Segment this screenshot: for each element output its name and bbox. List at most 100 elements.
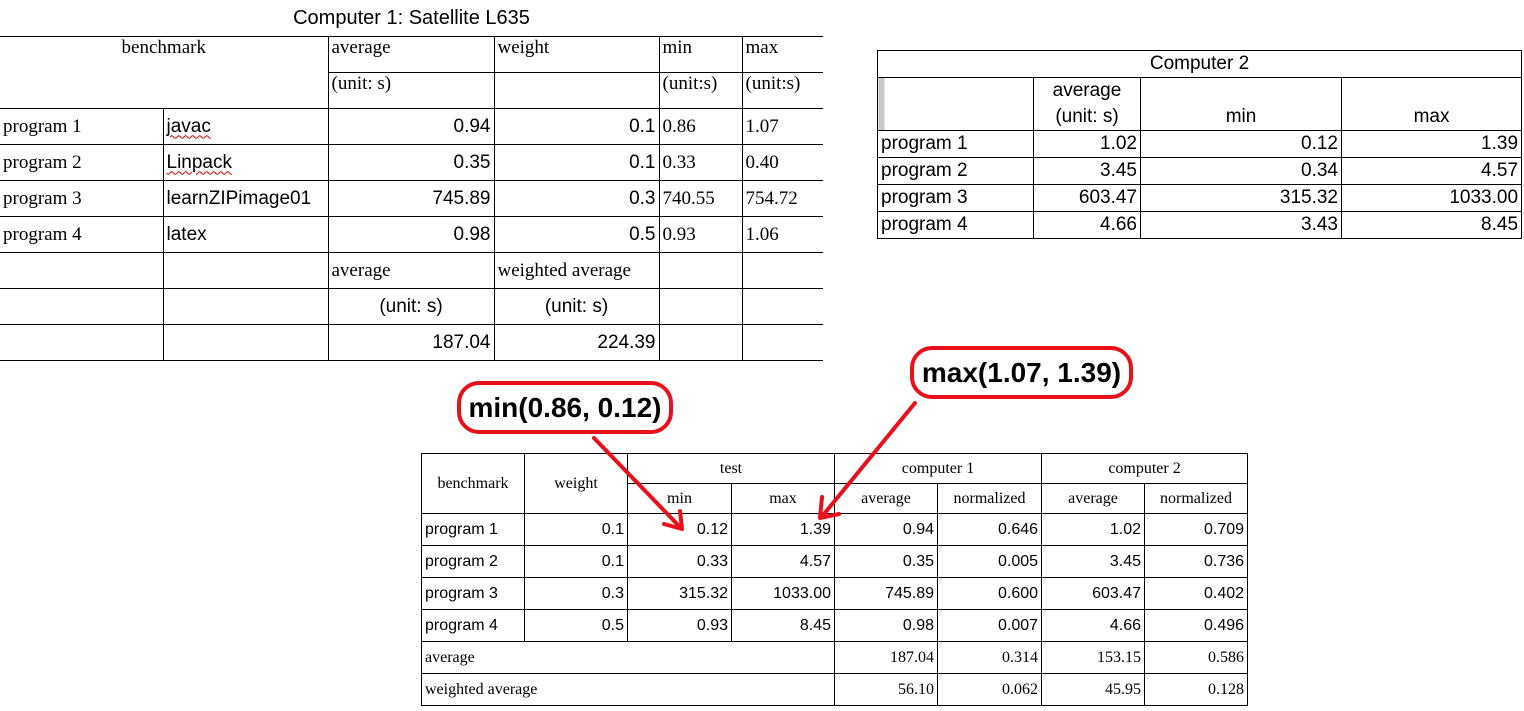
c3-header-c1-average: average [834, 483, 938, 514]
c3-average-c1-average: 187.04 [834, 641, 938, 674]
c1-min: 0.93 [658, 216, 743, 253]
c3-weight: 0.5 [524, 609, 628, 642]
min-callout: min(0.86, 0.12) [457, 381, 673, 434]
c1-header-max-unit: (unit:s) [741, 72, 823, 109]
c3-average-c2-normalized: 0.586 [1144, 641, 1249, 674]
c1-max: 1.07 [741, 108, 823, 145]
c1-weight: 0.5 [493, 216, 660, 253]
c2-program: program 2 [877, 157, 1034, 185]
c3-weighted-c2-normalized: 0.128 [1144, 673, 1249, 706]
c1-min: 740.55 [658, 180, 743, 217]
computer2-table: Computer 2 average (unit: s) min max pro… [876, 50, 1523, 239]
c1-summary-blank [741, 288, 823, 325]
c3-weight: 0.1 [524, 545, 628, 578]
c3-program: program 1 [421, 513, 525, 546]
c3-c2-average: 603.47 [1041, 577, 1146, 610]
c1-summary-blank [658, 324, 743, 361]
combined-table: benchmark weight test computer 1 compute… [421, 453, 1249, 706]
c1-summary-weighted-unit: (unit: s) [493, 288, 660, 325]
c2-max: 4.57 [1340, 157, 1523, 185]
c1-summary-blank [658, 252, 743, 289]
c3-c1-normalized: 0.600 [936, 577, 1043, 610]
c3-header-min: min [627, 483, 732, 514]
c2-min: 0.12 [1140, 130, 1342, 158]
c3-header-c2-average: average [1041, 483, 1146, 514]
c1-summary-average-value: 187.04 [327, 324, 495, 361]
c1-summary-average-label: average [327, 252, 495, 289]
c1-summary-blank [741, 252, 823, 289]
c2-average: 3.45 [1033, 157, 1141, 185]
c3-c2-average: 1.02 [1041, 513, 1146, 546]
c3-header-c2-normalized: normalized [1144, 483, 1249, 514]
c1-summary-blank [0, 324, 164, 361]
c3-min: 0.33 [627, 545, 732, 578]
c1-benchmark-name: Linpack [162, 144, 329, 181]
c3-c2-average: 3.45 [1041, 545, 1146, 578]
c3-weighted-label: weighted average [421, 673, 835, 706]
c3-header-weight: weight [524, 453, 628, 514]
table-row: program 3 0.3 315.32 1033.00 745.89 0.60… [421, 577, 1249, 610]
c3-c1-average: 0.98 [834, 609, 938, 642]
c3-c2-average: 4.66 [1041, 609, 1146, 642]
c2-min: 3.43 [1140, 211, 1342, 239]
c3-weight: 0.3 [524, 577, 628, 610]
table-row: program 3 603.47 315.32 1033.00 [877, 184, 1523, 212]
c3-weighted-c1-average: 56.10 [834, 673, 938, 706]
c1-summary-weighted-value: 224.39 [493, 324, 660, 361]
c3-program: program 4 [421, 609, 525, 642]
table-row: program 1 1.02 0.12 1.39 [877, 130, 1523, 158]
c2-header-average-unit: (unit: s) [1033, 104, 1141, 131]
c1-summary-blank [162, 288, 329, 325]
table-row: program 3 learnZIPimage01 745.89 0.3 740… [0, 180, 823, 217]
c3-weighted-c2-average: 45.95 [1041, 673, 1146, 706]
c3-c1-normalized: 0.646 [936, 513, 1043, 546]
table-row: program 1 0.1 0.12 1.39 0.94 0.646 1.02 … [421, 513, 1249, 546]
table-row: program 2 Linpack 0.35 0.1 0.33 0.40 [0, 144, 823, 181]
c2-min: 315.32 [1140, 184, 1342, 212]
c1-summary-weighted-label: weighted average [493, 252, 660, 289]
c1-min: 0.86 [658, 108, 743, 145]
c3-average-c2-average: 153.15 [1041, 641, 1146, 674]
c1-average: 0.94 [327, 108, 495, 145]
c2-average: 4.66 [1033, 211, 1141, 239]
c3-header-computer2: computer 2 [1041, 453, 1249, 484]
c1-header-min: min [658, 36, 743, 73]
c3-c2-normalized: 0.709 [1144, 513, 1249, 546]
c1-summary-average-unit: (unit: s) [327, 288, 495, 325]
c3-min: 0.12 [627, 513, 732, 546]
c3-weight: 0.1 [524, 513, 628, 546]
c2-program: program 1 [877, 130, 1034, 158]
c1-summary-blank [0, 288, 164, 325]
c1-summary-blank [162, 252, 329, 289]
c2-average: 603.47 [1033, 184, 1141, 212]
c3-header-test: test [627, 453, 835, 484]
c1-summary-blank [162, 324, 329, 361]
c1-benchmark-name: javac [162, 108, 329, 145]
computer2-title: Computer 2 [876, 50, 1523, 78]
c2-header-blank [877, 104, 1034, 131]
c1-average: 0.98 [327, 216, 495, 253]
c3-header-benchmark: benchmark [421, 453, 525, 514]
c3-average-c1-normalized: 0.314 [936, 641, 1043, 674]
c2-header-blank [1140, 77, 1342, 104]
c1-benchmark-name: learnZIPimage01 [162, 180, 329, 217]
computer1-table: Computer 1: Satellite L635 benchmark ave… [0, 0, 823, 361]
c3-program: program 2 [421, 545, 525, 578]
c1-header-average: average [327, 36, 495, 73]
c1-summary-blank [741, 324, 823, 361]
c1-program: program 2 [0, 144, 164, 181]
table-row: program 1 javac 0.94 0.1 0.86 1.07 [0, 108, 823, 145]
c1-header-blank [0, 72, 329, 109]
c2-header-blank [1340, 77, 1523, 104]
c1-program: program 1 [0, 108, 164, 145]
c1-max: 0.40 [741, 144, 823, 181]
c3-c2-normalized: 0.402 [1144, 577, 1249, 610]
c2-program: program 4 [877, 211, 1034, 239]
c2-header-min: min [1140, 104, 1342, 131]
c3-c1-average: 745.89 [834, 577, 938, 610]
c3-max: 4.57 [731, 545, 835, 578]
c2-max: 8.45 [1340, 211, 1523, 239]
table-row: program 2 0.1 0.33 4.57 0.35 0.005 3.45 … [421, 545, 1249, 578]
c1-average: 0.35 [327, 144, 495, 181]
c2-max: 1.39 [1340, 130, 1523, 158]
